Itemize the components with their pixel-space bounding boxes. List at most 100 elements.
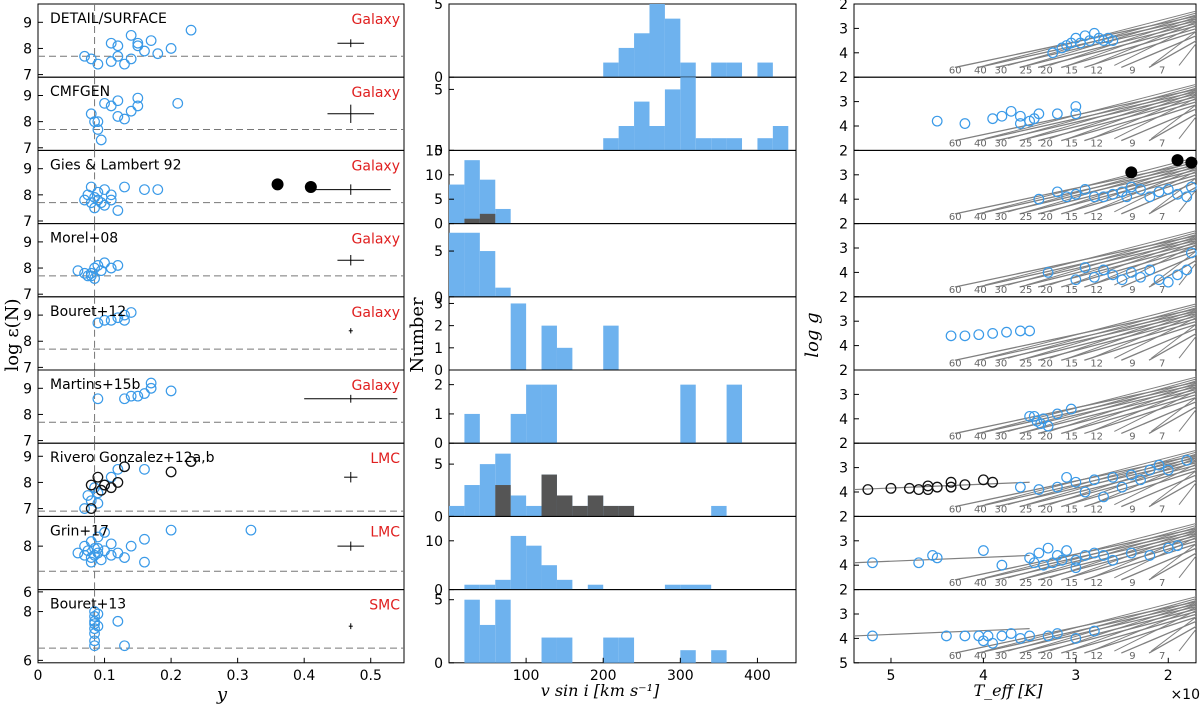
track-line [1026,87,1196,140]
hist-y-tick-label: 15 [425,143,443,159]
row-0: 7 8 9 DETAIL/SURFACE Galaxy 0 5 60 40 30 25 20 15 12 9… [23,0,1197,86]
data-point [119,113,130,125]
data-point [89,628,100,639]
hrd-point-black [922,484,934,496]
hrd-point [867,557,878,569]
y-tick-label: 6 [23,585,32,601]
data-point [89,192,100,203]
x-tick-label: 0.4 [293,668,315,684]
hist-bar [618,126,635,151]
track-line [1067,531,1196,579]
track-line [1150,470,1196,506]
track-label: 25 [1020,358,1033,369]
data-point [125,53,137,65]
data-point [92,547,104,559]
data-point [105,100,117,112]
track-line [1148,332,1196,361]
y-tick-label: 9 [23,15,32,31]
track-label: 9 [1129,358,1135,369]
data-point [125,29,137,41]
track-line [1178,189,1196,213]
hrd-point [1001,326,1012,338]
data-point [112,50,124,62]
hrd-point-filled [1185,156,1198,169]
region-label: SMC [369,598,400,614]
track-line [1091,167,1196,213]
track-line [1091,21,1196,66]
hist-bar [449,184,465,224]
data-point-black [85,503,97,515]
data-point [139,388,150,399]
data-point [105,194,117,206]
hrd-point-black [931,481,943,493]
data-point [145,35,157,46]
track-line [1178,408,1196,432]
track-label: 20 [1040,432,1053,443]
track-label: 60 [949,505,962,516]
hrd-point [1051,481,1063,493]
evolution-tracks [854,596,1196,654]
evolution-tracks [954,376,1196,435]
data-point [82,270,94,282]
data-point [139,184,150,196]
hist-y-tick-label: 0 [434,290,443,306]
y-tick-label: 9 [23,449,32,465]
hrd-point-black [862,484,874,496]
track-line [984,230,1196,286]
hist-bar [479,251,496,297]
track-label: 15 [1065,651,1078,662]
logg-tick-label: 3 [839,21,848,37]
col2-xlabel: v sin i [km s⁻¹] [541,681,660,700]
hist-bar [680,77,696,151]
track-line [1049,382,1196,432]
data-point [112,463,124,475]
hrd-point [1047,47,1059,59]
hrd-point [1056,554,1068,566]
data-point [112,111,124,122]
data-point [119,552,130,563]
track-line [1150,616,1196,652]
data-point [85,267,97,279]
data-point [139,533,150,545]
track-label: 25 [1020,505,1033,516]
hist-bar [464,485,480,517]
hist-y-tick-label: 5 [434,593,443,609]
data-point [92,543,104,554]
data-point-black [112,476,124,488]
track-label: 12 [1090,505,1103,516]
track-line [1067,238,1196,286]
hrd-point [1042,542,1054,554]
col2-panel-frame [448,223,797,298]
col2-panel-frame [448,369,797,444]
track-line [984,449,1196,506]
data-point-black [85,479,97,491]
y-tick-label: 9 [23,162,32,178]
hrd-point [987,637,999,649]
track-label: 30 [995,66,1008,77]
track-line [1084,250,1196,288]
data-point [145,382,157,394]
y-tick-label: 8 [23,475,32,491]
data-point [85,53,97,65]
logg-tick-label: 2 [839,143,848,159]
data-point [245,524,257,536]
x-tick-label: 3 [1071,668,1080,684]
hist-bar [510,413,527,444]
track-line [1121,108,1196,142]
hist-bar [680,384,696,444]
track-label: 7 [1159,66,1165,77]
track-label: 40 [974,139,987,150]
hrd-point-black [885,482,897,494]
data-point-filled [304,181,317,193]
hrd-point [1172,269,1183,281]
track-line [1067,91,1196,140]
track-line [1084,396,1196,435]
hist-y-tick-label: 1 [434,407,443,423]
track-line [1114,536,1196,579]
y-tick-label: 9 [23,308,32,324]
